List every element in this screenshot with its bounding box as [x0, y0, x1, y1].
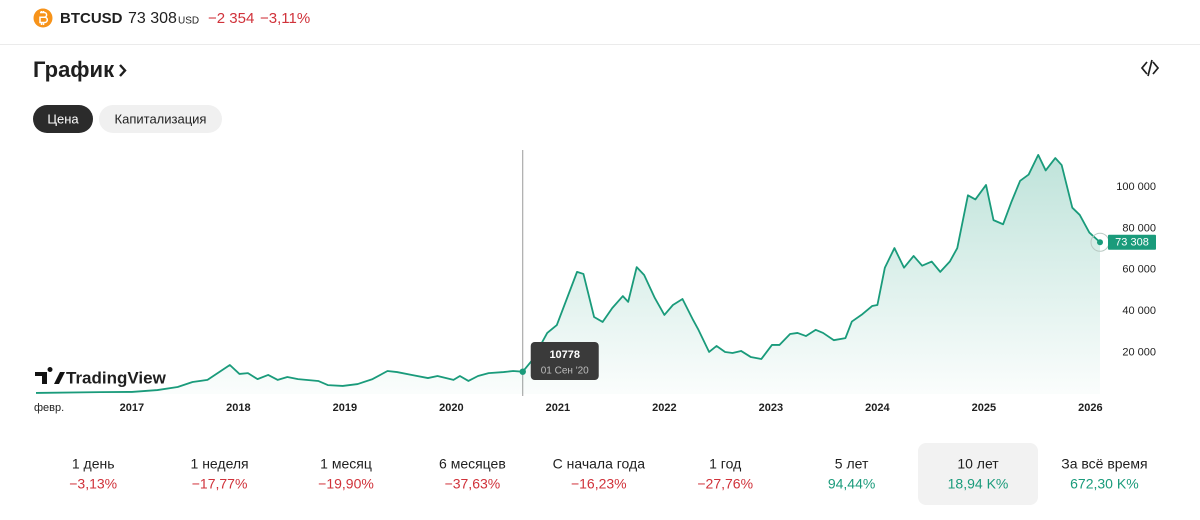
price-line	[35, 154, 1101, 394]
chevron[interactable]	[119, 64, 127, 77]
period-change[interactable]: −19,90%	[318, 476, 374, 492]
x-tick-label: 2026	[1078, 402, 1102, 414]
period-change[interactable]: 94,44%	[828, 476, 875, 492]
tooltip-box	[530, 342, 599, 380]
period-change[interactable]: −37,63%	[445, 476, 501, 492]
hover-dot	[519, 368, 526, 375]
watermark: TradingView	[66, 368, 167, 387]
last-price-label: 73 308	[1115, 237, 1149, 249]
price: 73 308	[128, 10, 177, 27]
currency: USD	[178, 16, 199, 27]
section-title[interactable]: График	[33, 57, 115, 82]
period-change[interactable]: −3,13%	[69, 476, 117, 492]
period-selected-bg[interactable]	[918, 443, 1038, 505]
period-change[interactable]: −16,23%	[571, 476, 627, 492]
tab-bg[interactable]	[33, 105, 93, 133]
x-tick-label: 2020	[439, 402, 463, 414]
tooltip-date: 01 Сен '20	[541, 366, 589, 377]
y-tick-label: 100 000	[1116, 181, 1156, 193]
period-label[interactable]: С начала года	[553, 456, 646, 472]
tab-bg[interactable]	[99, 105, 222, 133]
period-label[interactable]: 5 лет	[835, 456, 869, 472]
period-label[interactable]: 1 год	[709, 456, 741, 472]
coin-glyph	[39, 11, 48, 25]
period-label[interactable]: 10 лет	[957, 456, 999, 472]
period-label[interactable]: 1 месяц	[320, 456, 372, 472]
tv-logo	[35, 366, 65, 384]
period-label[interactable]: 1 неделя	[191, 456, 249, 472]
period-change[interactable]: 18,94 K%	[948, 476, 1009, 492]
change-pct: −3,11%	[260, 10, 310, 27]
period-change[interactable]: −17,77%	[192, 476, 248, 492]
x-tick-label: 2017	[120, 402, 144, 414]
tab[interactable]: Капитализация	[115, 111, 207, 126]
tooltip-value: 10778	[549, 349, 580, 361]
last-price-bg	[1108, 234, 1156, 250]
y-tick-label: 60 000	[1122, 264, 1156, 276]
x-tick-label: 2022	[652, 402, 676, 414]
tab[interactable]: Цена	[47, 111, 79, 126]
period-change[interactable]: 672,30 K%	[1070, 476, 1139, 492]
x-tick-label: 2021	[546, 402, 570, 414]
x-tick-label: февр.	[34, 402, 64, 414]
y-tick-label: 20 000	[1122, 347, 1156, 359]
y-tick-label: 80 000	[1122, 222, 1156, 234]
period-label[interactable]: 6 месяцев	[439, 456, 506, 472]
period-bar: 1 день −3,13% 1 неделя −17,77% 1 месяц −19,90…	[69, 443, 1148, 505]
ticker: BTCUSD	[60, 10, 123, 27]
x-tick-label: 2023	[759, 402, 783, 414]
change: −2 354	[208, 10, 254, 27]
embed-icon[interactable]	[1140, 59, 1160, 77]
period-label[interactable]: 1 день	[72, 456, 115, 472]
period-change[interactable]: −27,76%	[697, 476, 753, 492]
last-dot	[1097, 239, 1103, 246]
chart: 20 000 40 000 60 000 80 000 100 000 февр. 2017…	[34, 150, 1156, 414]
y-tick-label: 40 000	[1122, 305, 1156, 317]
x-tick-label: 2018	[226, 402, 250, 414]
x-tick-label: 2019	[333, 402, 357, 414]
period-label[interactable]: За всё время	[1061, 456, 1147, 472]
x-tick-label: 2025	[972, 402, 996, 414]
x-tick-label: 2024	[865, 402, 890, 414]
